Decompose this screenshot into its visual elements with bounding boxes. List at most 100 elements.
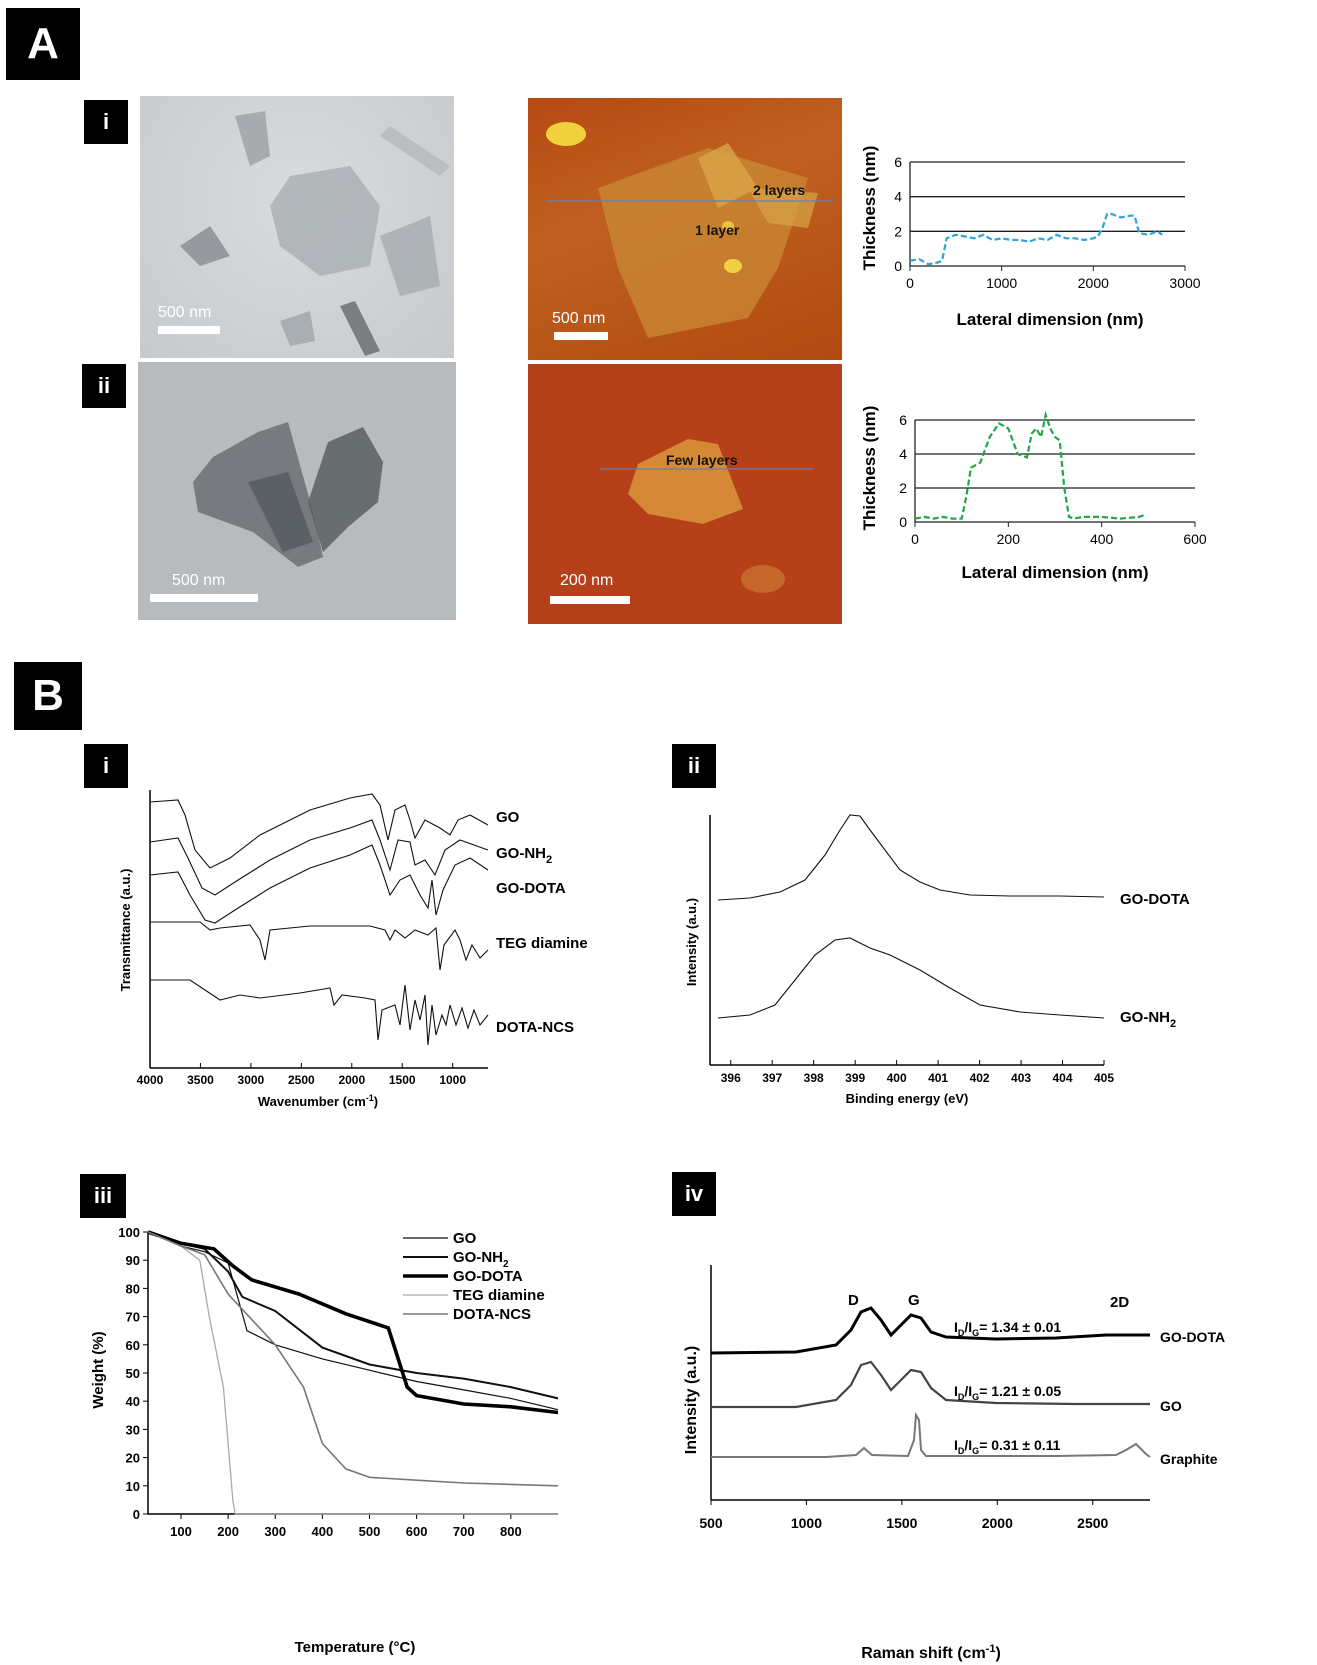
x-tick-label: 4000 [137, 1073, 164, 1087]
series-label-teg-diamine: TEG diamine [496, 935, 588, 952]
legend-label: GO-DOTA [453, 1268, 523, 1285]
chart-afm-profile-i: 0 2 4 6 0 1000 2000 3000 Thickness (nm) Lateral… [860, 146, 1201, 329]
afm-label-2-layers: 2 layers [753, 182, 806, 198]
y-tick-label: 2 [894, 223, 902, 239]
x-axis-label: Lateral dimension (nm) [961, 563, 1148, 582]
chart-afm-profile-ii: 0 2 4 6 0 200 400 600 Thickness (nm) Lateral di… [860, 406, 1207, 582]
ftir-trace-go-nh2 [149, 819, 489, 896]
x-tick-label: 1000 [791, 1515, 822, 1531]
tem-image-ii: 500 nm [138, 362, 456, 620]
tga-series-line [147, 1231, 558, 1515]
y-axis-label: Transmittance (a.u.) [118, 869, 133, 992]
chart-xps: 396 397 398 399 400 401 402 403 404 405 GO-DOTA G… [684, 814, 1190, 1106]
legend-label: TEG diamine [453, 1287, 545, 1304]
scale-bar-tem-i [158, 326, 220, 334]
x-tick-label: 700 [453, 1524, 475, 1539]
x-tick-label: 401 [928, 1071, 948, 1085]
tga-series-line [147, 1230, 559, 1415]
x-tick-label: 200 [217, 1524, 239, 1539]
y-tick-label: 90 [126, 1253, 140, 1268]
x-axis-label: Lateral dimension (nm) [956, 310, 1143, 329]
x-tick-label: 1500 [886, 1515, 917, 1531]
tem-image-i: 500 nm [140, 96, 454, 358]
ratio-go-dota: ID/IG= 1.34 ± 0.01 [954, 1319, 1061, 1338]
scale-label-tem-ii: 500 nm [172, 572, 226, 589]
y-tick-label: 60 [126, 1338, 140, 1353]
panel-label-b: B [14, 662, 82, 730]
subpanel-label-b-iv: iv [672, 1172, 716, 1216]
series-label-go-dota: GO-DOTA [1160, 1329, 1225, 1345]
chart-tga: 0 10 20 30 40 50 60 70 80 90 100 100 200 300 400 500 600… [90, 1225, 559, 1656]
ftir-trace-teg [150, 921, 489, 971]
x-axis-label: Raman shift (cm-1) [861, 1643, 1001, 1662]
x-tick-label: 3000 [238, 1073, 265, 1087]
series-label-go: GO [1160, 1398, 1182, 1414]
ftir-trace-go [149, 793, 489, 869]
series-label-go-dota: GO-DOTA [1120, 891, 1190, 908]
x-tick-label: 400 [312, 1524, 334, 1539]
x-tick-label: 200 [997, 531, 1021, 547]
x-tick-label: 397 [762, 1071, 782, 1085]
subpanel-label-a-i: i [84, 100, 128, 144]
x-tick-label: 1000 [986, 275, 1017, 291]
ftir-trace-dota-ncs [150, 979, 489, 1046]
x-axis-label: Wavenumber (cm-1) [258, 1093, 378, 1109]
series-label-go-nh2: GO-NH2 [1120, 1009, 1176, 1030]
x-tick-label: 800 [500, 1524, 522, 1539]
raman-trace-graphite [711, 1411, 1151, 1458]
x-axis-label: Temperature (°C) [295, 1639, 416, 1656]
y-tick-label: 100 [118, 1225, 140, 1240]
xps-trace-go-nh2 [717, 937, 1105, 1019]
plot-area: 0 2 4 6 0 1000 2000 3000 [894, 154, 1201, 291]
ratio-graphite: ID/IG= 0.31 ± 0.11 [954, 1437, 1061, 1456]
y-tick-label: 40 [126, 1394, 140, 1409]
x-tick-label: 400 [887, 1071, 907, 1085]
series-label-go-nh2: GO-NH2 [496, 845, 552, 866]
y-tick-label: 80 [126, 1281, 140, 1296]
raman-trace-go-dota [710, 1306, 1150, 1355]
plot-area: 0 2 4 6 0 200 400 600 [899, 410, 1207, 547]
subpanel-label-b-i: i [84, 744, 128, 788]
tga-series-line [147, 1231, 559, 1487]
subpanel-label-b-ii: ii [672, 744, 716, 788]
peak-label-d: D [848, 1292, 859, 1309]
x-tick-label: 2000 [338, 1073, 365, 1087]
legend-label: DOTA-NCS [453, 1306, 531, 1323]
peak-label-g: G [908, 1292, 920, 1309]
x-tick-label: 600 [406, 1524, 428, 1539]
x-tick-label: 402 [970, 1071, 990, 1085]
xps-trace-go-dota [717, 814, 1105, 901]
x-tick-label: 400 [1090, 531, 1114, 547]
x-tick-label: 300 [264, 1524, 286, 1539]
ratio-go: ID/IG= 1.21 ± 0.05 [954, 1383, 1061, 1402]
scale-label-tem-i: 500 nm [158, 304, 212, 321]
x-tick-label: 0 [906, 275, 914, 291]
series-label-go-dota: GO-DOTA [496, 880, 566, 897]
x-tick-label: 1500 [389, 1073, 416, 1087]
ftir-traces [149, 793, 489, 1046]
x-tick-label: 405 [1094, 1071, 1114, 1085]
y-tick-label: 70 [126, 1310, 140, 1325]
profile-line [914, 410, 1145, 520]
x-tick-label: 600 [1183, 531, 1207, 547]
tga-series-line [147, 1231, 559, 1411]
y-tick-label: 30 [126, 1422, 140, 1437]
panel-label-a: A [6, 8, 80, 80]
x-tick-label: 2500 [288, 1073, 315, 1087]
raman-trace-go [711, 1360, 1150, 1409]
scale-bar-afm-ii [550, 596, 630, 604]
y-tick-label: 4 [894, 189, 902, 205]
y-axis-label: Intensity (a.u.) [683, 1346, 700, 1454]
series-label-go: GO [496, 809, 520, 826]
afm-label-few-layers: Few layers [666, 452, 738, 468]
series-label-graphite: Graphite [1160, 1451, 1218, 1467]
legend-label: GO [453, 1230, 477, 1247]
x-tick-label: 2000 [1078, 275, 1109, 291]
x-tick-label: 2000 [982, 1515, 1013, 1531]
y-axis-label: Thickness (nm) [860, 406, 879, 531]
subpanel-label-b-iii: iii [80, 1174, 126, 1218]
scale-label-afm-i: 500 nm [552, 310, 606, 327]
scale-bar-tem-ii [150, 594, 258, 602]
peak-label-2d: 2D [1110, 1294, 1129, 1311]
subpanel-label-a-ii: ii [82, 364, 126, 408]
